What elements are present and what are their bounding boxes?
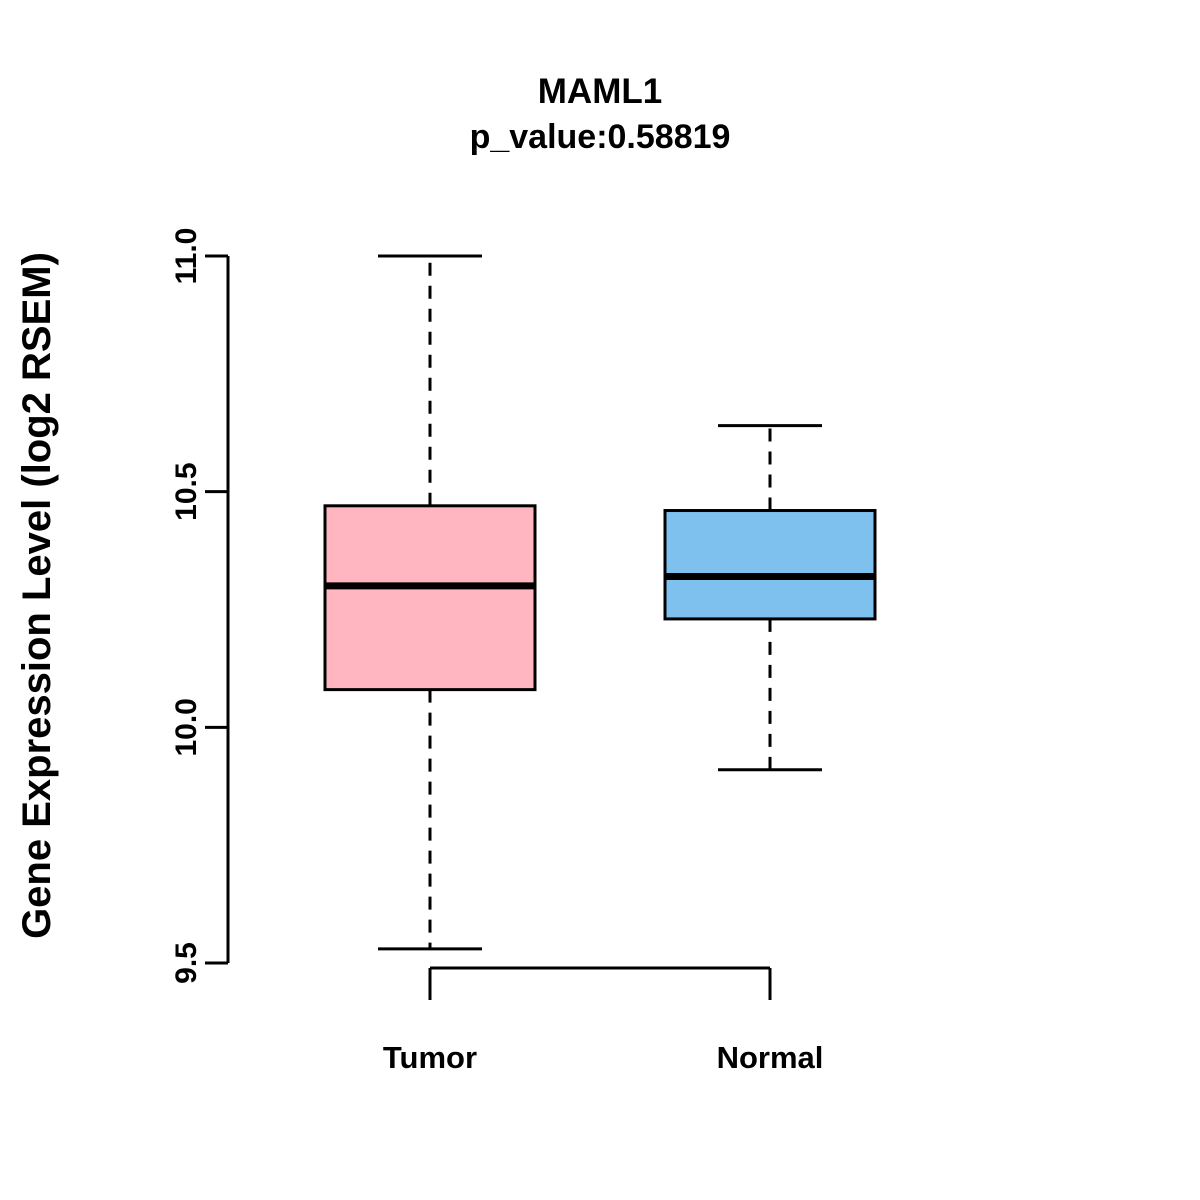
y-tick-label: 11.0 xyxy=(170,228,203,285)
x-axis-label-tumor: Tumor xyxy=(383,1040,477,1075)
y-tick-label: 10.0 xyxy=(170,698,203,756)
box-tumor xyxy=(323,504,537,692)
chart-title: MAML1 xyxy=(537,72,663,111)
x-axis-label-normal: Normal xyxy=(717,1040,824,1075)
y-tick-label: 9.5 xyxy=(170,942,203,984)
chart-subtitle-pvalue: p_value:0.58819 xyxy=(469,118,731,156)
box-normal xyxy=(663,509,877,621)
y-tick-label: 10.5 xyxy=(170,462,203,520)
